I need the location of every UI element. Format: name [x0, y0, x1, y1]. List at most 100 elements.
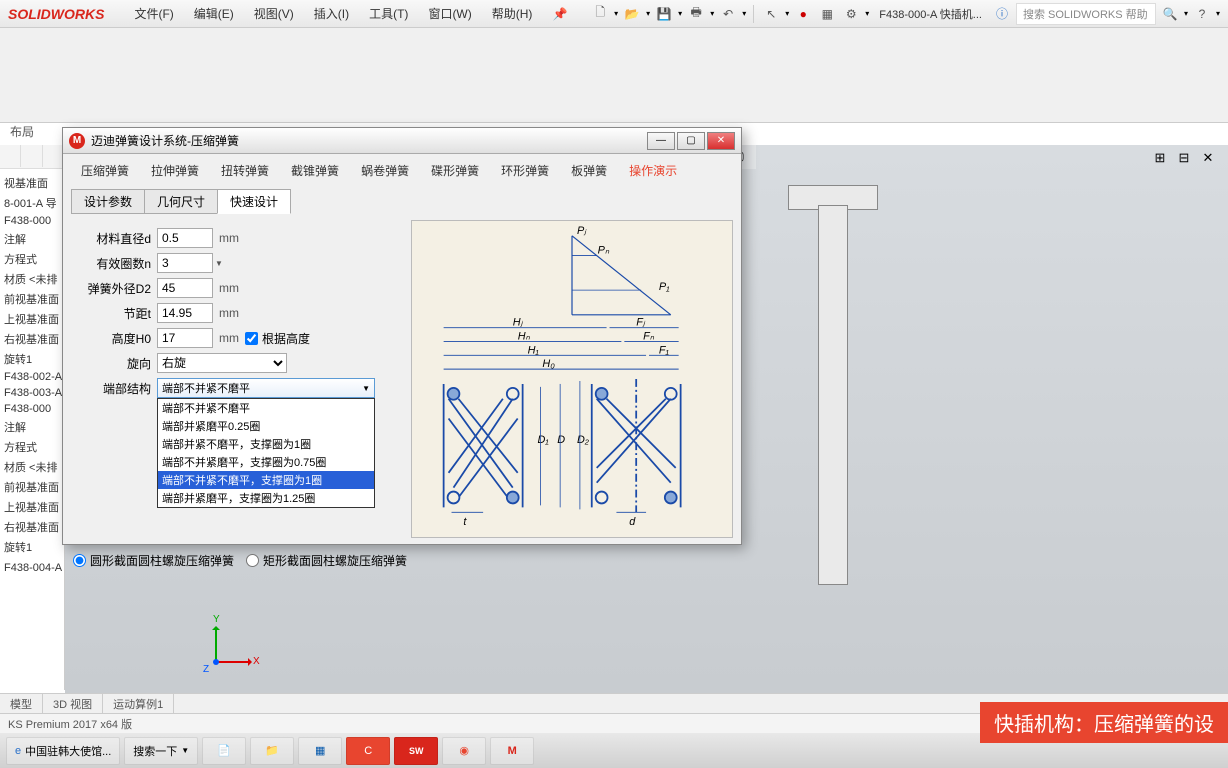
taskbar-solidworks[interactable]: SW — [394, 737, 438, 765]
pin-icon[interactable]: 📌 — [542, 7, 577, 21]
end-structure-dropdown[interactable]: 端部不并紧不磨平 ▼ — [157, 378, 375, 398]
active-coils-label: 有效圈数n — [75, 255, 157, 272]
menu-file[interactable]: 文件(F) — [124, 5, 183, 22]
minimize-button[interactable]: ― — [647, 132, 675, 150]
help-icon[interactable]: ? — [1192, 4, 1212, 24]
subtab-quick-design[interactable]: 快速设计 — [217, 189, 291, 214]
taskbar-app3[interactable]: ◉ — [442, 737, 486, 765]
expand-icon[interactable]: ⊞ — [1150, 148, 1170, 168]
search-help-icon[interactable]: ⓘ — [992, 4, 1012, 24]
tree-tab-1[interactable] — [0, 145, 21, 167]
ribbon-tab-layout[interactable]: 布局 — [0, 120, 44, 143]
tab-torsion[interactable]: 扭转弹簧 — [211, 158, 279, 183]
tab-demo[interactable]: 操作演示 — [619, 158, 687, 183]
tree-item[interactable]: 方程式 — [0, 437, 64, 457]
collapse-icon[interactable]: ⊟ — [1174, 148, 1194, 168]
dropdown-option[interactable]: 端部并紧磨平0.25圈 — [158, 417, 374, 435]
menu-insert[interactable]: 插入(I) — [304, 5, 359, 22]
tree-item[interactable]: 材质 <未排 — [0, 457, 64, 477]
pitch-input[interactable] — [157, 303, 213, 323]
dropdown-arrow-icon[interactable]: ▼ — [213, 259, 223, 268]
search-icon[interactable]: 🔍 — [1160, 4, 1180, 24]
circular-section-radio[interactable]: 圆形截面圆柱螺旋压缩弹簧 — [73, 552, 234, 569]
tree-item[interactable]: 注解 — [0, 417, 64, 437]
close-button[interactable]: ✕ — [707, 132, 735, 150]
design-mode-tabs: 设计参数 几何尺寸 快速设计 — [63, 183, 741, 214]
tree-item[interactable]: 方程式 — [0, 249, 64, 269]
dropdown-option[interactable]: 端部并紧不磨平，支撑圈为1圈 — [158, 435, 374, 453]
tree-tab-3[interactable] — [43, 145, 64, 167]
tree-item[interactable]: 右视基准面 — [0, 329, 64, 349]
save-icon[interactable]: 💾 — [654, 4, 674, 24]
svg-text:Hₙ: Hₙ — [518, 331, 531, 343]
tab-3d-view[interactable]: 3D 视图 — [43, 694, 103, 713]
settings-icon[interactable]: ⚙ — [841, 4, 861, 24]
taskbar-app2[interactable]: C — [346, 737, 390, 765]
menu-view[interactable]: 视图(V) — [244, 5, 304, 22]
tree-item[interactable]: F438-002-A — [0, 369, 64, 385]
tab-model[interactable]: 模型 — [0, 694, 43, 713]
menu-window[interactable]: 窗口(W) — [418, 5, 481, 22]
height-input[interactable] — [157, 328, 213, 348]
tree-item[interactable]: 右视基准面 — [0, 517, 64, 537]
active-coils-input[interactable] — [157, 253, 213, 273]
taskbar-explorer[interactable]: 📁 — [250, 737, 294, 765]
rotation-select[interactable]: 右旋 — [157, 353, 287, 373]
maximize-button[interactable]: ▢ — [677, 132, 705, 150]
tab-ring[interactable]: 环形弹簧 — [491, 158, 559, 183]
dropdown-option[interactable]: 端部不并紧不磨平 — [158, 399, 374, 417]
print-icon[interactable]: 🖶 — [686, 4, 706, 24]
tab-volute[interactable]: 蜗卷弹簧 — [351, 158, 419, 183]
svg-text:Fⱼ: Fⱼ — [636, 317, 646, 329]
options-icon[interactable]: ▦ — [817, 4, 837, 24]
tree-item[interactable]: 前视基准面 — [0, 477, 64, 497]
rebuild-icon[interactable]: ● — [793, 4, 813, 24]
svg-text:Pⱼ: Pⱼ — [577, 225, 587, 237]
tree-item[interactable]: F438-004-A 按钮<1> — [0, 557, 64, 577]
tree-item[interactable]: 前视基准面 — [0, 289, 64, 309]
tree-item[interactable]: F438-000 — [0, 213, 64, 229]
new-icon[interactable]: 🗋 — [590, 4, 610, 24]
taskbar-app1[interactable]: ▦ — [298, 737, 342, 765]
tab-disc[interactable]: 碟形弹簧 — [421, 158, 489, 183]
tab-plate[interactable]: 板弹簧 — [561, 158, 617, 183]
wire-diameter-input[interactable] — [157, 228, 213, 248]
tree-item[interactable]: 8-001-A 导 — [0, 193, 64, 213]
tab-motion[interactable]: 运动算例1 — [103, 694, 174, 713]
tab-compression[interactable]: 压缩弹簧 — [71, 158, 139, 183]
subtab-geometry[interactable]: 几何尺寸 — [144, 189, 218, 214]
tree-item[interactable]: F438-000 — [0, 401, 64, 417]
dropdown-option[interactable]: 端部不并紧不磨平，支撑圈为1圈 — [158, 471, 374, 489]
taskbar-search[interactable]: 搜索一下 ▼ — [124, 737, 198, 765]
taskbar-browser[interactable]: e 中国驻韩大使馆... — [6, 737, 120, 765]
menu-edit[interactable]: 编辑(E) — [184, 5, 244, 22]
tree-item[interactable]: 旋转1 — [0, 349, 64, 369]
tree-item[interactable]: 视基准面 — [0, 173, 64, 193]
height-based-checkbox[interactable] — [245, 332, 258, 345]
close-view-icon[interactable]: ✕ — [1198, 148, 1218, 168]
open-icon[interactable]: 📂 — [622, 4, 642, 24]
tab-truncated[interactable]: 截锥弹簧 — [281, 158, 349, 183]
outer-diameter-input[interactable] — [157, 278, 213, 298]
search-input[interactable]: 搜索 SOLIDWORKS 帮助 — [1016, 3, 1156, 25]
tree-item[interactable]: 材质 <未排 — [0, 269, 64, 289]
dropdown-option[interactable]: 端部不并紧磨平，支撑圈为0.75圈 — [158, 453, 374, 471]
select-icon[interactable]: ↖ — [761, 4, 781, 24]
taskbar-maidi[interactable]: M — [490, 737, 534, 765]
tree-item[interactable]: F438-003-A — [0, 385, 64, 401]
tab-tension[interactable]: 拉伸弹簧 — [141, 158, 209, 183]
tree-tab-2[interactable] — [21, 145, 42, 167]
tree-item[interactable]: 注解 — [0, 229, 64, 249]
menu-tools[interactable]: 工具(T) — [359, 5, 418, 22]
menu-help[interactable]: 帮助(H) — [482, 5, 543, 22]
tree-item[interactable]: 上视基准面 — [0, 497, 64, 517]
subtab-design-params[interactable]: 设计参数 — [71, 189, 145, 214]
main-menubar: SOLIDWORKS 文件(F) 编辑(E) 视图(V) 插入(I) 工具(T)… — [0, 0, 1228, 28]
rect-section-radio[interactable]: 矩形截面圆柱螺旋压缩弹簧 — [246, 552, 407, 569]
tree-item[interactable]: 上视基准面 — [0, 309, 64, 329]
undo-icon[interactable]: ↶ — [718, 4, 738, 24]
taskbar-notepad[interactable]: 📄 — [202, 737, 246, 765]
dialog-titlebar[interactable]: M 迈迪弹簧设计系统-压缩弹簧 ― ▢ ✕ — [63, 128, 741, 154]
dropdown-option[interactable]: 端部并紧磨平，支撑圈为1.25圈 — [158, 489, 374, 507]
tree-item[interactable]: 旋转1 — [0, 537, 64, 557]
